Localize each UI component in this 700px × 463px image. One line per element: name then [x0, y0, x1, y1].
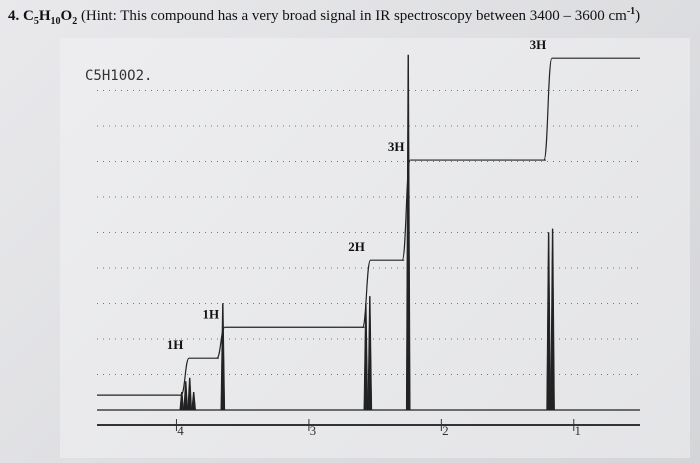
title-part: ) — [635, 8, 641, 24]
x-tick-label: 2 — [442, 423, 449, 438]
integral-step — [543, 57, 553, 161]
peak — [179, 391, 185, 411]
peak — [220, 303, 226, 411]
peak — [367, 296, 373, 411]
question-title: 4. C5H10O2 (Hint: This compound has a ve… — [8, 6, 640, 27]
peak — [191, 391, 196, 411]
integral-step — [401, 159, 411, 261]
integration-label: 3H — [530, 37, 547, 52]
peak — [546, 232, 551, 411]
title-part: O — [60, 8, 73, 24]
handwritten-formula: C5H10O2. — [85, 68, 152, 84]
peak — [550, 228, 555, 411]
title-part: 4. C — [8, 8, 34, 24]
integration-label: 3H — [388, 139, 405, 154]
x-tick-label: 4 — [177, 423, 184, 438]
title-part: -1 — [626, 6, 636, 17]
integral-step — [180, 357, 190, 396]
integration-label: 1H — [167, 337, 184, 352]
title-part: 5 — [33, 16, 39, 27]
paper — [60, 38, 690, 458]
integration-label: 2H — [348, 239, 365, 254]
x-tick-label: 3 — [310, 423, 317, 438]
title-part: 2 — [72, 16, 78, 27]
peak — [183, 381, 189, 411]
integration-label: 1H — [203, 306, 220, 321]
integral-step — [361, 259, 372, 328]
title-part: (Hint: This compound has a very broad si… — [77, 8, 627, 24]
peak — [187, 377, 193, 411]
integral-step — [216, 326, 226, 359]
title-part: H — [38, 8, 51, 24]
title-part: 10 — [50, 16, 61, 27]
x-tick-label: 1 — [575, 423, 582, 438]
peak — [405, 54, 411, 411]
